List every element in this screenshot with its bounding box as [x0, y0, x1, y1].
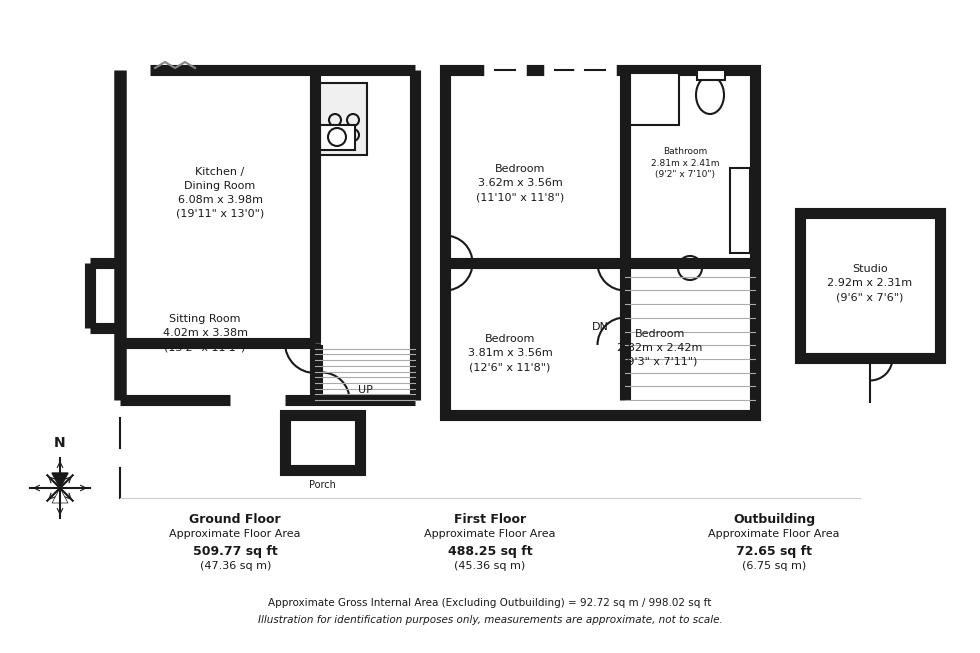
- Bar: [285, 415, 360, 470]
- Text: Kitchen /
Dining Room
6.08m x 3.98m
(19'11" x 13'0"): Kitchen / Dining Room 6.08m x 3.98m (19'…: [175, 167, 265, 219]
- Bar: [320, 125, 355, 150]
- Bar: [627, 73, 679, 125]
- Text: Approximate Floor Area: Approximate Floor Area: [170, 529, 301, 539]
- Text: Outbuilding: Outbuilding: [733, 513, 815, 526]
- Text: Bathroom
2.81m x 2.41m
(9'2" x 7'10"): Bathroom 2.81m x 2.41m (9'2" x 7'10"): [651, 147, 719, 180]
- Text: Studio
2.92m x 2.31m
(9'6" x 7'6"): Studio 2.92m x 2.31m (9'6" x 7'6"): [827, 264, 912, 302]
- Text: Bedroom
2.82m x 2.42m
(9'3" x 7'11"): Bedroom 2.82m x 2.42m (9'3" x 7'11"): [617, 329, 703, 367]
- Text: First Floor: First Floor: [454, 513, 526, 526]
- Text: Approximate Gross Internal Area (Excluding Outbuilding) = 92.72 sq m / 998.02 sq: Approximate Gross Internal Area (Excludi…: [269, 598, 711, 608]
- Text: Bedroom
3.81m x 3.56m
(12'6" x 11'8"): Bedroom 3.81m x 3.56m (12'6" x 11'8"): [467, 334, 553, 372]
- Bar: [800, 213, 940, 358]
- Bar: [445, 70, 755, 415]
- Text: 509.77 sq ft: 509.77 sq ft: [193, 545, 277, 558]
- Polygon shape: [52, 488, 68, 503]
- Text: (6.75 sq m): (6.75 sq m): [742, 561, 807, 571]
- Text: UP: UP: [358, 385, 372, 395]
- Text: N: N: [54, 436, 66, 450]
- Text: Ground Floor: Ground Floor: [189, 513, 281, 526]
- Text: Sitting Room
4.02m x 3.38m
(13'2" x 11'1"): Sitting Room 4.02m x 3.38m (13'2" x 11'1…: [163, 314, 248, 352]
- Text: Bedroom
3.62m x 3.56m
(11'10" x 11'8"): Bedroom 3.62m x 3.56m (11'10" x 11'8"): [476, 164, 564, 202]
- Bar: [730, 168, 750, 253]
- Text: Approximate Floor Area: Approximate Floor Area: [424, 529, 556, 539]
- Text: Illustration for identification purposes only, measurements are approximate, not: Illustration for identification purposes…: [258, 615, 722, 625]
- Polygon shape: [52, 473, 68, 488]
- Text: Porch: Porch: [309, 480, 335, 490]
- Text: 488.25 sq ft: 488.25 sq ft: [448, 545, 532, 558]
- Bar: [697, 70, 725, 80]
- Text: (45.36 sq m): (45.36 sq m): [455, 561, 525, 571]
- Text: (47.36 sq m): (47.36 sq m): [200, 561, 270, 571]
- Text: DN: DN: [592, 321, 609, 332]
- Bar: [317, 83, 367, 155]
- Text: Approximate Floor Area: Approximate Floor Area: [709, 529, 840, 539]
- Text: 72.65 sq ft: 72.65 sq ft: [736, 545, 812, 558]
